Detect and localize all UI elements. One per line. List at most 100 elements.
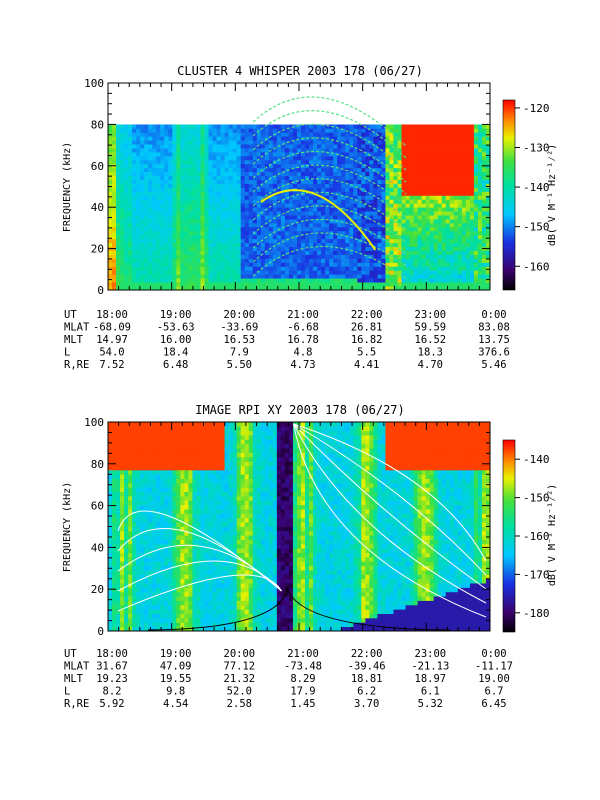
spectrogram-cell: [168, 509, 173, 514]
spectrogram-cell: [256, 179, 262, 184]
spectrogram-cell: [112, 622, 117, 628]
spectrogram-cell: [164, 187, 169, 192]
spectrogram-cell: [405, 132, 410, 137]
spectrogram-cell: [349, 132, 354, 137]
spectrogram-cell: [457, 148, 463, 153]
spectrogram-cell: [124, 152, 129, 157]
spectrogram-cell: [441, 187, 447, 192]
spectrogram-cell: [445, 128, 451, 133]
spectrogram-cell: [317, 230, 322, 236]
spectrogram-cell: [144, 171, 149, 177]
spectrogram-cell: [409, 140, 414, 145]
spectrogram-cell: [453, 219, 459, 224]
spectrogram-cell: [441, 183, 447, 188]
spectrogram-cell: [192, 250, 197, 255]
spectrogram-cell: [485, 262, 491, 267]
spectrogram-cell: [124, 254, 129, 259]
spectrogram-cell: [369, 167, 374, 173]
spectrogram-cell: [156, 530, 161, 536]
spectrogram-cell: [260, 132, 266, 137]
spectrogram-cell: [425, 148, 431, 153]
spectrogram-cell: [116, 465, 121, 471]
spectrogram-cell: [381, 230, 386, 236]
spectrogram-cell: [284, 262, 290, 267]
spectrogram-cell: [333, 159, 338, 165]
spectrogram-cell: [152, 246, 157, 251]
spectrogram-cell: [148, 574, 153, 580]
spectrogram-cell: [425, 167, 431, 173]
spectrogram-cell: [437, 282, 443, 287]
spectrogram-cell: [152, 496, 157, 501]
spectrogram-cell: [144, 613, 149, 619]
spectrogram-cell: [232, 167, 238, 173]
spectrogram-cell: [313, 152, 318, 157]
spectrogram-cell: [232, 274, 238, 279]
spectrogram-cell: [272, 226, 278, 232]
spectrogram-cell: [112, 234, 117, 240]
spectrogram-cell: [124, 474, 129, 480]
spectrogram-cell: [172, 604, 177, 610]
spectrogram-cell: [337, 136, 342, 141]
spectrogram-cell: [413, 124, 419, 129]
spectrogram-cell: [152, 500, 157, 506]
spectrogram-cell: [188, 171, 193, 177]
spectrogram-cell: [160, 443, 165, 449]
spectrogram-cell: [280, 159, 286, 165]
spectrogram-cell: [385, 266, 390, 271]
spectrogram-cell: [164, 171, 169, 177]
ephemeris-value: 5.46: [481, 359, 506, 371]
spectrogram-cell: [325, 266, 330, 271]
spectrogram-cell: [120, 604, 125, 610]
spectrogram-cell: [389, 152, 394, 157]
spectrogram-cell: [325, 262, 330, 267]
spectrogram-cell: [305, 152, 310, 157]
spectrogram-cell: [288, 136, 294, 141]
spectrogram-cell: [156, 219, 161, 224]
spectrogram-cell: [240, 266, 246, 271]
spectrogram-cell: [337, 195, 342, 200]
spectrogram-cell: [136, 238, 141, 244]
spectrogram-cell: [192, 191, 197, 196]
spectrogram-cell: [445, 230, 451, 236]
ephemeris-value: 7.9: [230, 347, 249, 359]
spectrogram-cell: [317, 282, 322, 287]
spectrogram-cell: [317, 167, 322, 173]
spectrogram-cell: [140, 591, 145, 597]
spectrogram-cell: [232, 171, 238, 177]
spectrogram-cell: [317, 148, 322, 153]
spectrogram-cell: [485, 286, 491, 291]
spectrogram-cell: [276, 262, 282, 267]
spectrogram-cell: [140, 136, 145, 141]
spectrogram-cell: [152, 270, 157, 275]
spectrogram-cell: [477, 270, 483, 275]
spectrogram-cell: [276, 183, 282, 188]
spectrogram-cell: [272, 222, 278, 228]
spectrogram-cell: [296, 136, 302, 141]
spectrogram-cell: [485, 282, 491, 287]
spectrogram-cell: [164, 600, 169, 606]
spectrogram-cell: [204, 230, 209, 236]
spectrogram-cell: [473, 222, 479, 228]
spectrogram-cell: [144, 422, 149, 427]
spectrogram-cell: [156, 234, 161, 240]
spectrogram-cell: [485, 140, 491, 145]
spectrogram-cell: [156, 509, 161, 514]
spectrogram-cell: [288, 215, 294, 220]
spectrogram-cell: [353, 234, 358, 240]
spectrogram-cell: [461, 262, 467, 267]
spectrogram-cell: [288, 167, 294, 173]
spectrogram-cell: [473, 250, 479, 255]
spectrogram-cell: [160, 266, 165, 271]
spectrogram-cell: [160, 469, 165, 475]
spectrogram-cell: [172, 609, 177, 614]
spectrogram-cell: [116, 591, 121, 597]
spectrogram-cell: [224, 144, 230, 149]
spectrogram-cell: [292, 124, 298, 129]
spectrogram-cell: [136, 478, 141, 484]
spectrogram-cell: [144, 266, 149, 271]
spectrogram-cell: [184, 282, 189, 287]
spectrogram-cell: [144, 242, 149, 248]
spectrogram-cell: [136, 456, 141, 462]
spectrogram-cell: [128, 526, 133, 532]
spectrogram-cell: [413, 179, 419, 184]
